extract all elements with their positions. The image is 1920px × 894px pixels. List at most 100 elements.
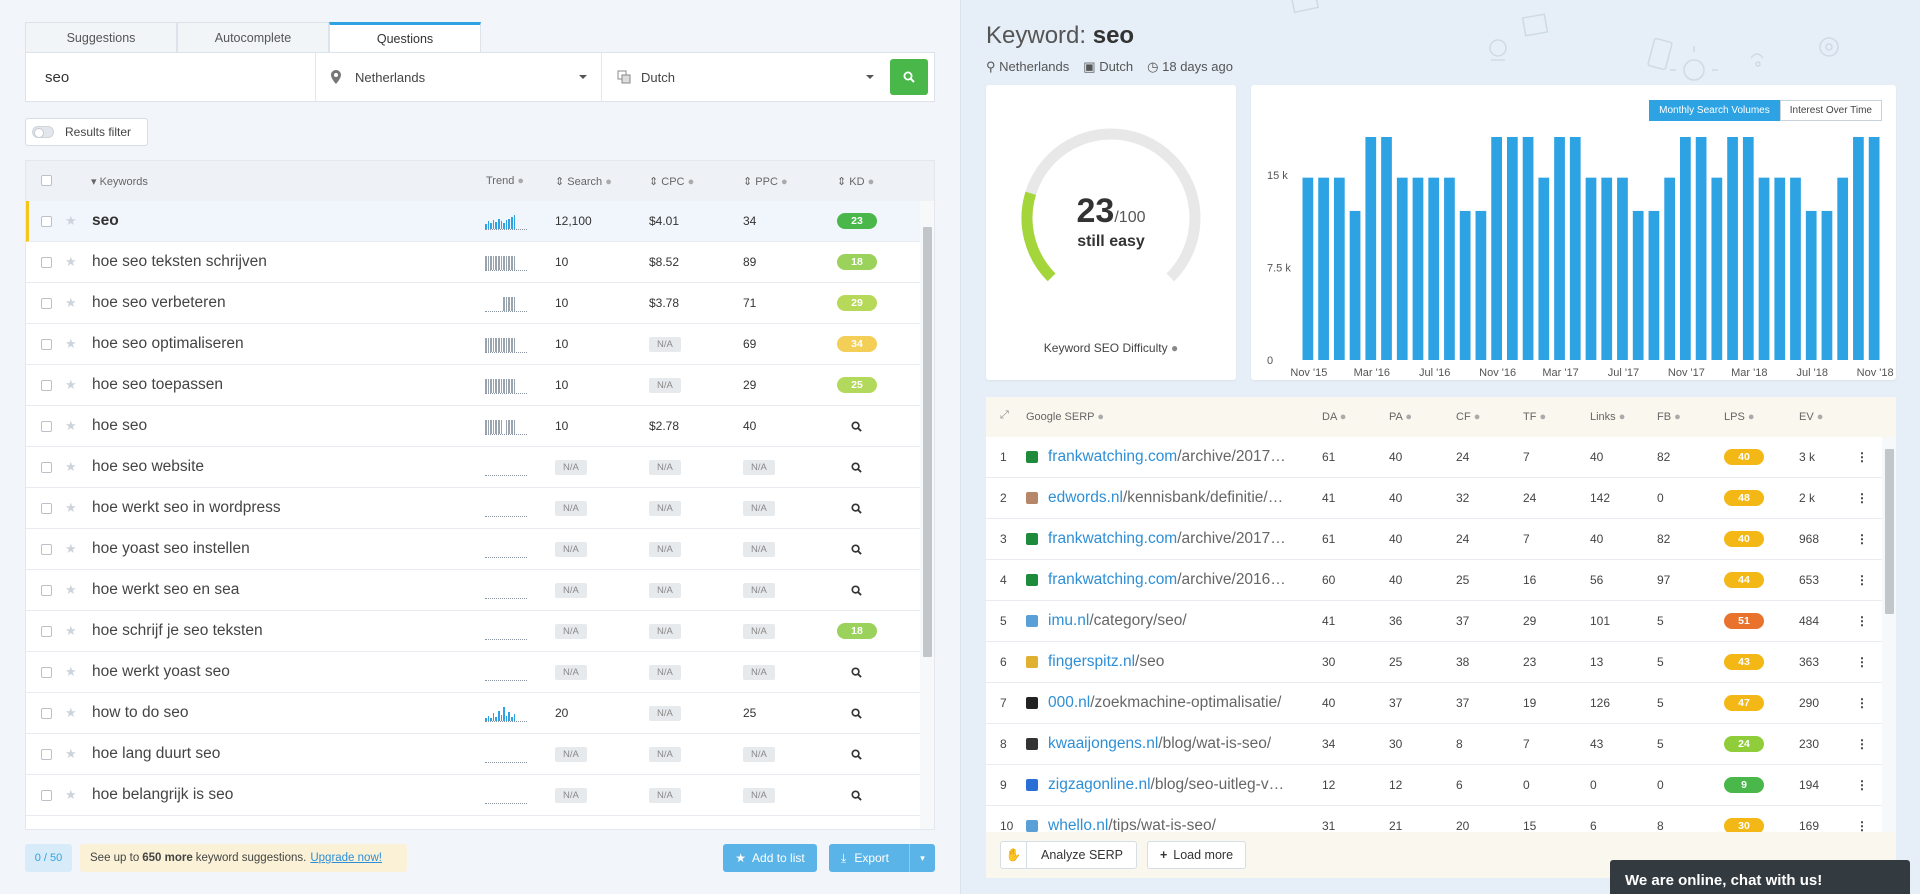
- col-pa[interactable]: PA ●: [1389, 411, 1412, 423]
- star-icon[interactable]: ★: [65, 377, 77, 392]
- table-row[interactable]: ★ hoe yoast seo instellen N/A N/A N/A: [26, 529, 934, 570]
- search-icon[interactable]: [851, 420, 862, 432]
- row-checkbox[interactable]: [41, 420, 52, 432]
- serp-row[interactable]: 7 000.nl/zoekmachine-optimalisatie/40 37 37…: [986, 683, 1896, 724]
- more-options-icon[interactable]: ⋮: [1856, 614, 1868, 628]
- keyword-text[interactable]: hoe seo website: [92, 458, 205, 475]
- row-checkbox[interactable]: [41, 707, 52, 719]
- table-row[interactable]: ★ seo 12,100 $4.01 34 23: [26, 201, 934, 242]
- col-fb[interactable]: FB ●: [1657, 411, 1681, 423]
- table-row[interactable]: ★ hoe lang duurt seo N/A N/A N/A: [26, 734, 934, 775]
- row-checkbox[interactable]: [41, 543, 52, 555]
- tab-autocomplete[interactable]: Autocomplete: [177, 22, 329, 53]
- serp-url-link[interactable]: imu.nl/category/seo/: [1048, 612, 1187, 629]
- star-icon[interactable]: ★: [65, 746, 77, 761]
- table-row[interactable]: ★ hoe seo optimaliseren 10 N/A 69 34: [26, 324, 934, 365]
- language-select[interactable]: Dutch: [602, 53, 888, 101]
- star-icon[interactable]: ★: [65, 459, 77, 474]
- col-da[interactable]: DA ●: [1322, 411, 1347, 423]
- upgrade-link[interactable]: Upgrade now!: [310, 852, 382, 864]
- serp-url-link[interactable]: kwaaijongens.nl/blog/wat-is-seo/: [1048, 735, 1272, 752]
- keyword-input[interactable]: [26, 53, 316, 101]
- col-ev[interactable]: EV ●: [1799, 411, 1824, 423]
- keyword-text[interactable]: how to do seo: [92, 704, 189, 721]
- star-icon[interactable]: ★: [65, 582, 77, 597]
- more-options-icon[interactable]: ⋮: [1856, 491, 1868, 505]
- col-search[interactable]: ⇕ Search ●: [555, 176, 612, 188]
- add-to-list-button[interactable]: ★ Add to list: [723, 844, 817, 872]
- table-row[interactable]: ★ hoe seo teksten schrijven 10 $8.52 89 18: [26, 242, 934, 283]
- table-row[interactable]: ★ how to do seo 20 N/A 25: [26, 693, 934, 734]
- more-options-icon[interactable]: ⋮: [1856, 573, 1868, 587]
- table-row[interactable]: ★ hoe schrijf je seo teksten N/A N/A N/A 18: [26, 611, 934, 652]
- col-cf[interactable]: CF ●: [1456, 411, 1481, 423]
- select-all-checkbox[interactable]: [41, 175, 52, 186]
- row-checkbox[interactable]: [41, 748, 52, 760]
- serp-url-link[interactable]: edwords.nl/kennisbank/definitie/…: [1048, 489, 1284, 506]
- star-icon[interactable]: ★: [65, 336, 77, 351]
- star-icon[interactable]: ★: [65, 623, 77, 638]
- serp-url-link[interactable]: frankwatching.com/archive/2017…: [1048, 448, 1286, 465]
- serp-row[interactable]: 4 frankwatching.com/archive/2016… 60 40 25 16…: [986, 560, 1896, 601]
- serp-url-link[interactable]: 000.nl/zoekmachine-optimalisatie/: [1048, 694, 1282, 711]
- row-checkbox[interactable]: [41, 584, 52, 596]
- star-icon[interactable]: ★: [65, 787, 77, 802]
- keyword-text[interactable]: seo: [92, 212, 119, 229]
- search-icon[interactable]: [851, 584, 862, 596]
- row-checkbox[interactable]: [41, 461, 52, 473]
- star-icon[interactable]: ★: [65, 418, 77, 433]
- tab-suggestions[interactable]: Suggestions: [25, 22, 177, 53]
- toggle-switch[interactable]: [32, 126, 54, 138]
- serp-url-link[interactable]: zigzagonline.nl/blog/seo-uitleg-v…: [1048, 776, 1285, 793]
- keyword-text[interactable]: hoe belangrijk is seo: [92, 786, 234, 803]
- search-button[interactable]: [890, 59, 928, 95]
- star-icon[interactable]: ★: [65, 213, 77, 228]
- expand-icon[interactable]: ⤢: [1000, 409, 1009, 421]
- serp-row[interactable]: 2 edwords.nl/kennisbank/definitie/… 41 40 32…: [986, 478, 1896, 519]
- star-icon[interactable]: ★: [65, 500, 77, 515]
- search-icon[interactable]: [851, 666, 862, 678]
- keyword-text[interactable]: hoe werkt seo en sea: [92, 581, 240, 598]
- table-row[interactable]: ★ hoe seo toepassen 10 N/A 29 25: [26, 365, 934, 406]
- table-row[interactable]: ★ hoe seo 10 $2.78 40: [26, 406, 934, 447]
- serp-url-link[interactable]: frankwatching.com/archive/2016…: [1048, 571, 1286, 588]
- more-options-icon[interactable]: ⋮: [1856, 450, 1868, 464]
- star-icon[interactable]: ★: [65, 541, 77, 556]
- keyword-text[interactable]: hoe seo verbeteren: [92, 294, 226, 311]
- serp-url-link[interactable]: frankwatching.com/archive/2017…: [1048, 530, 1286, 547]
- tab-questions[interactable]: Questions: [329, 22, 481, 53]
- search-icon[interactable]: [851, 707, 862, 719]
- keyword-text[interactable]: hoe schrijf je seo teksten: [92, 622, 263, 639]
- star-icon[interactable]: ★: [65, 254, 77, 269]
- export-button[interactable]: ⤓ Export ▾: [829, 844, 935, 872]
- table-row[interactable]: ★ hoe werkt seo en sea N/A N/A N/A: [26, 570, 934, 611]
- col-links[interactable]: Links ●: [1590, 411, 1626, 423]
- keyword-text[interactable]: hoe seo optimaliseren: [92, 335, 244, 352]
- search-icon[interactable]: [851, 748, 862, 760]
- location-select[interactable]: Netherlands: [316, 53, 602, 101]
- table-row[interactable]: ★ hoe werkt seo in wordpress N/A N/A N/A: [26, 488, 934, 529]
- col-lps[interactable]: LPS ●: [1724, 411, 1755, 423]
- table-row[interactable]: ★ hoe seo website N/A N/A N/A: [26, 447, 934, 488]
- serp-url-link[interactable]: fingerspitz.nl/seo: [1048, 653, 1165, 670]
- row-checkbox[interactable]: [41, 297, 52, 309]
- table-row[interactable]: ★ hoe seo verbeteren 10 $3.78 71 29: [26, 283, 934, 324]
- search-icon[interactable]: [851, 461, 862, 473]
- chevron-down-icon[interactable]: ▾: [909, 844, 935, 872]
- more-options-icon[interactable]: ⋮: [1856, 778, 1868, 792]
- interest-over-time-button[interactable]: Interest Over Time: [1779, 100, 1882, 121]
- more-options-icon[interactable]: ⋮: [1856, 737, 1868, 751]
- more-options-icon[interactable]: ⋮: [1856, 655, 1868, 669]
- serp-row[interactable]: 5 imu.nl/category/seo/41 36 37 29 101 5 51 484 ⋮: [986, 601, 1896, 642]
- row-checkbox[interactable]: [41, 338, 52, 350]
- table-row[interactable]: ★ hoe werkt yoast seo N/A N/A N/A: [26, 652, 934, 693]
- results-filter-toggle[interactable]: Results filter: [25, 118, 148, 146]
- search-icon[interactable]: [851, 789, 862, 801]
- col-kd[interactable]: ⇕ KD ●: [837, 176, 875, 188]
- keyword-text[interactable]: hoe seo: [92, 417, 148, 434]
- scrollbar-thumb[interactable]: [1885, 449, 1894, 614]
- col-cpc[interactable]: ⇕ CPC ●: [649, 176, 695, 188]
- serp-row[interactable]: 6 fingerspitz.nl/seo 30 25 38 23 13 5 43 363 ⋮: [986, 642, 1896, 683]
- serp-url-link[interactable]: whello.nl/tips/wat-is-seo/: [1048, 817, 1216, 834]
- row-checkbox[interactable]: [41, 502, 52, 514]
